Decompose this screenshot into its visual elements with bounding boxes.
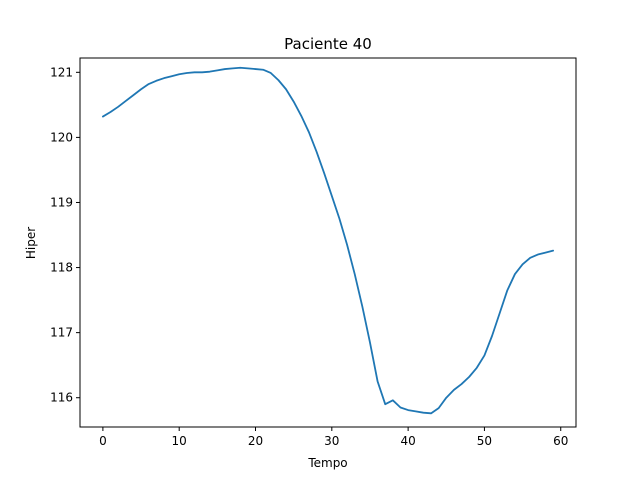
x-tick-label: 50: [477, 434, 492, 448]
x-tick-label: 20: [248, 434, 263, 448]
x-axis-label: Tempo: [307, 456, 347, 470]
x-tick-label: 0: [99, 434, 107, 448]
x-tick-label: 60: [553, 434, 568, 448]
x-tick-label: 40: [400, 434, 415, 448]
x-axis: 0 10 20 30 40 50 60: [99, 427, 568, 448]
y-tick-label: 119: [50, 195, 73, 209]
y-tick-label: 120: [50, 130, 73, 144]
y-axis: 116 117 118 119 120 121: [50, 65, 80, 405]
y-tick-label: 116: [50, 391, 73, 405]
x-tick-label: 30: [324, 434, 339, 448]
series-line: [101, 66, 555, 415]
y-axis-label: Hiper: [24, 227, 38, 259]
y-tick-label: 117: [50, 326, 73, 340]
x-tick-label: 10: [172, 434, 187, 448]
plot-area: [101, 66, 555, 415]
chart-title: Paciente 40: [284, 35, 372, 53]
axes-frame: [79, 57, 577, 428]
y-tick-label: 121: [50, 65, 73, 79]
y-tick-label: 118: [50, 261, 73, 275]
